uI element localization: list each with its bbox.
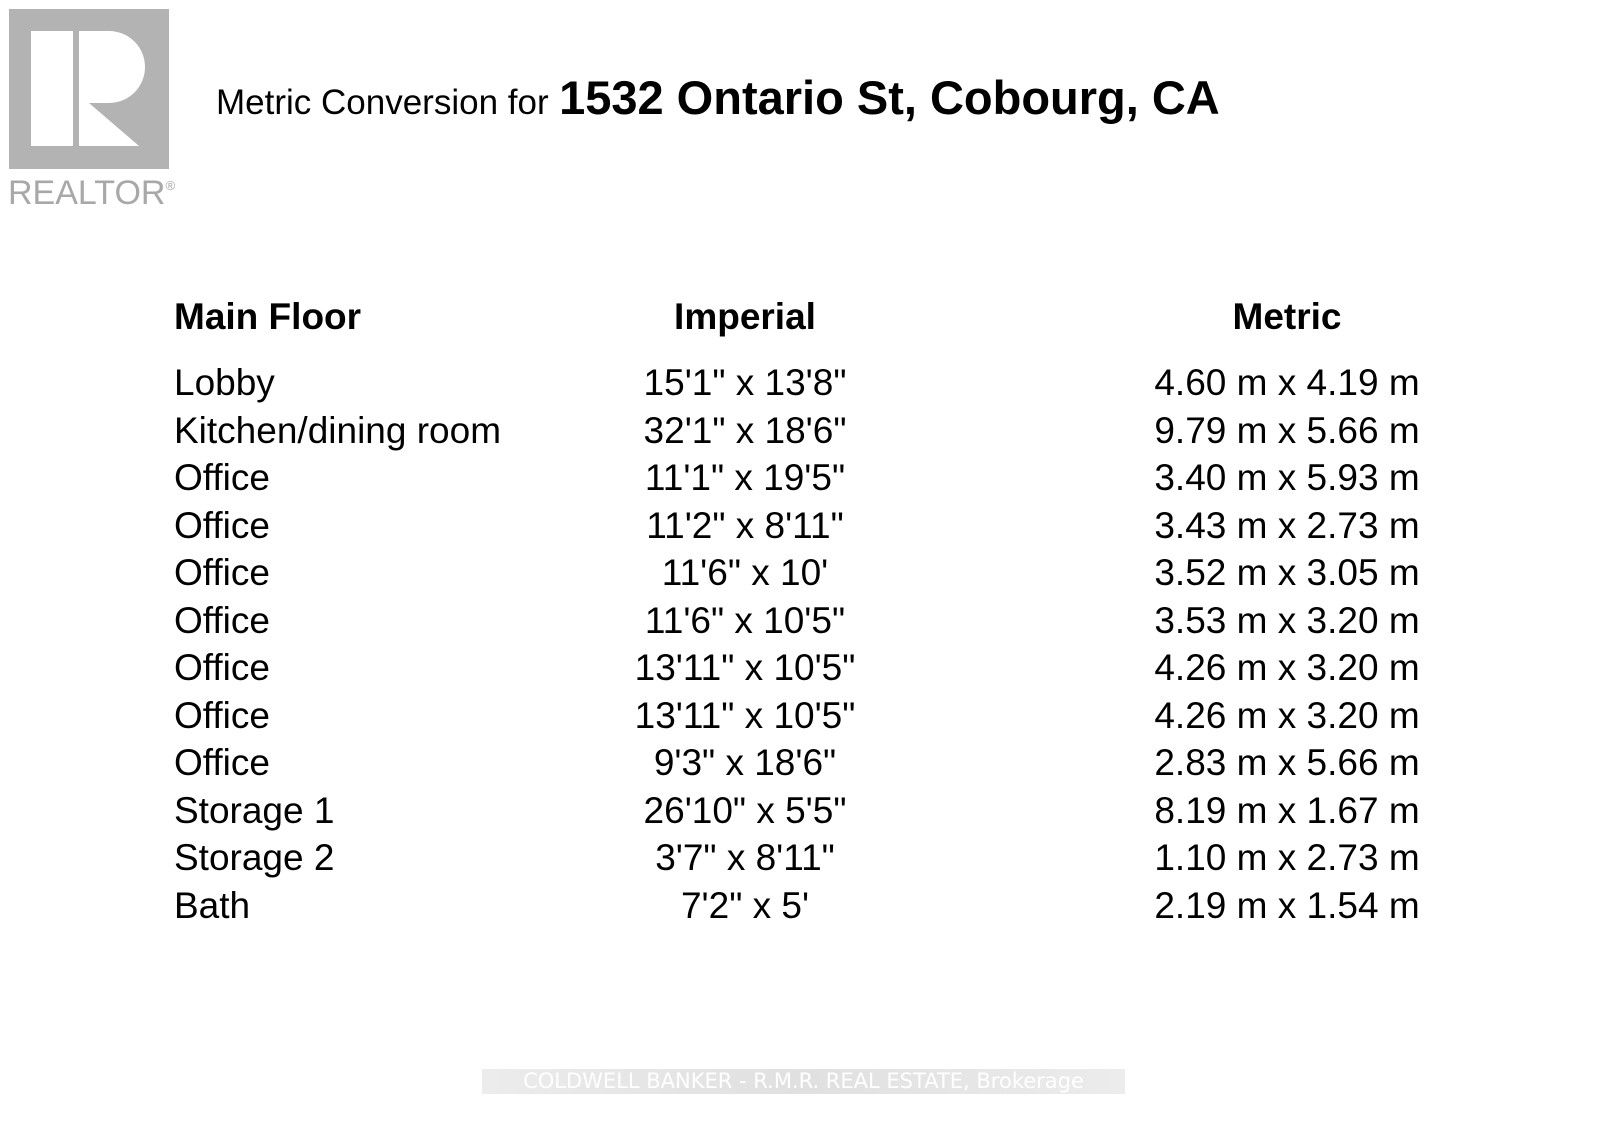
table-row: Office 13'11" x 10'5" 4.26 m x 3.20 m: [0, 647, 1600, 694]
title-prefix: Metric Conversion for: [216, 83, 549, 122]
room-name: Office: [174, 742, 270, 783]
realtor-logo: [9, 9, 169, 169]
header-imperial: Imperial: [674, 296, 816, 337]
header-metric: Metric: [1232, 296, 1342, 337]
metric-size: 4.26 m x 3.20 m: [1154, 647, 1420, 688]
table-row: Office 11'2" x 8'11" 3.43 m x 2.73 m: [0, 505, 1600, 552]
metric-size: 3.40 m x 5.93 m: [1154, 457, 1420, 498]
room-name: Office: [174, 457, 270, 498]
table-row: Bath 7'2" x 5' 2.19 m x 1.54 m: [0, 885, 1600, 932]
logo-bar: [31, 31, 73, 146]
room-name: Office: [174, 647, 270, 688]
room-name: Kitchen/dining room: [174, 409, 502, 451]
metric-size: 2.19 m x 1.54 m: [1154, 884, 1420, 926]
room-name: Lobby: [174, 362, 275, 403]
metric-size: 4.26 m x 3.20 m: [1154, 694, 1420, 736]
page-title: Metric Conversion for 1532 Ontario St, C…: [216, 70, 1220, 125]
metric-size: 3.53 m x 3.20 m: [1154, 599, 1420, 641]
imperial-size: 3'7" x 8'11": [655, 837, 835, 878]
header-floor: Main Floor: [174, 296, 362, 337]
imperial-size: 11'1" x 19'5": [644, 457, 846, 498]
table-row: Kitchen/dining room 32'1" x 18'6" 9.79 m x…: [0, 410, 1600, 457]
table-row: Office 11'6" x 10'5" 3.53 m x 3.20 m: [0, 600, 1600, 647]
metric-size: 4.60 m x 4.19 m: [1154, 362, 1420, 403]
room-name: Storage 1: [174, 789, 335, 831]
imperial-size: 13'11" x 10'5": [634, 647, 856, 688]
metric-size: 9.79 m x 5.66 m: [1154, 409, 1420, 451]
imperial-size: 32'1" x 18'6": [643, 409, 847, 451]
room-name: Storage 2: [174, 837, 335, 878]
room-name: Office: [174, 694, 270, 736]
imperial-size: 11'2" x 8'11": [646, 504, 844, 546]
room-name: Office: [174, 552, 270, 593]
metric-size: 3.43 m x 2.73 m: [1154, 504, 1420, 546]
imperial-size: 7'2" x 5': [680, 884, 810, 926]
table-row: Office 13'11" x 10'5" 4.26 m x 3.20 m: [0, 695, 1600, 742]
brokerage-watermark: COLDWELL BANKER - R.M.R. REAL ESTATE, Br…: [482, 1069, 1125, 1094]
imperial-size: 26'10" x 5'5": [643, 789, 847, 831]
table-row: Office 11'6" x 10' 3.52 m x 3.05 m: [0, 552, 1600, 599]
logo-r-shape: [79, 31, 145, 146]
room-name: Bath: [174, 884, 251, 926]
imperial-size: 13'11" x 10'5": [634, 694, 856, 736]
metric-size: 8.19 m x 1.67 m: [1154, 789, 1420, 831]
metric-size: 1.10 m x 2.73 m: [1154, 837, 1420, 878]
table-row: Storage 1 26'10" x 5'5" 8.19 m x 1.67 m: [0, 790, 1600, 837]
room-name: Office: [174, 504, 270, 546]
title-address: 1532 Ontario St, Cobourg, CA: [559, 71, 1220, 124]
table-row: Office 9'3" x 18'6" 2.83 m x 5.66 m: [0, 742, 1600, 789]
room-name: Office: [174, 599, 270, 641]
table-row: Lobby 15'1" x 13'8" 4.60 m x 4.19 m: [0, 362, 1600, 409]
imperial-size: 11'6" x 10'5": [644, 599, 846, 641]
metric-size: 3.52 m x 3.05 m: [1154, 552, 1420, 593]
table-row: Office 11'1" x 19'5" 3.40 m x 5.93 m: [0, 457, 1600, 504]
imperial-size: 9'3" x 18'6": [653, 742, 837, 783]
imperial-size: 15'1" x 13'8": [643, 362, 847, 403]
imperial-size: 11'6" x 10': [661, 552, 829, 593]
realtor-wordmark: REALTOR®: [8, 174, 176, 212]
metric-size: 2.83 m x 5.66 m: [1154, 742, 1420, 783]
table-row: Storage 2 3'7" x 8'11" 1.10 m x 2.73 m: [0, 837, 1600, 884]
